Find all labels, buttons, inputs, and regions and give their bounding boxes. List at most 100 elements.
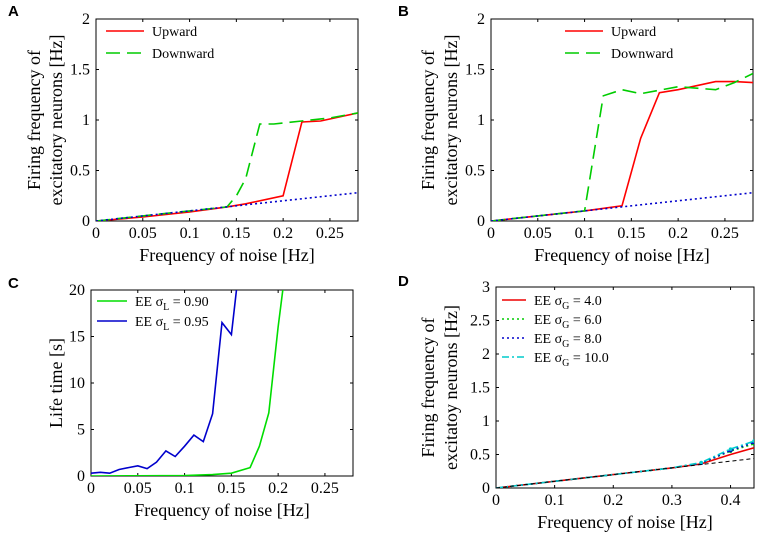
legend-label-subscript: G <box>562 301 569 312</box>
series-line-legend-1 <box>96 112 358 221</box>
legend-label-value: = 10.0 <box>569 351 608 366</box>
x-tick-label: 0.4 <box>721 492 741 509</box>
series-line-legend-2 <box>496 441 754 488</box>
legend-label: Upward <box>611 25 656 40</box>
y-axis-label: Firing frequency of <box>418 50 438 190</box>
x-axis-label: Frequency of noise [Hz] <box>134 500 309 520</box>
x-tick-label: 0.15 <box>222 225 250 242</box>
panel-c: 0 0.05 0.1 0.15 0.2 0.25 0 5 10 15 20 Frequency of … <box>8 275 354 520</box>
x-tick-label: 0.3 <box>662 492 682 509</box>
legend-label: Upward <box>152 25 197 40</box>
series-line-legend-0 <box>91 290 284 476</box>
y-tick-label: 1 <box>477 112 485 129</box>
series-line-legend-1 <box>91 290 238 475</box>
legend-label: EE σL = 0.90 <box>135 295 209 313</box>
series-line-legend-0 <box>96 112 358 221</box>
legend-label-value: = 8.0 <box>569 332 601 347</box>
y-tick-label: 15 <box>69 329 85 346</box>
legend-label: EE σG = 8.0 <box>534 332 602 350</box>
y-axis-label: excitatory neurons [Hz] <box>441 35 461 206</box>
plot-area <box>496 439 754 488</box>
legend-label-main: EE σ <box>135 315 164 330</box>
y-tick-label: 10 <box>69 375 85 392</box>
panel-letter: D <box>398 273 409 290</box>
legend-label-subscript: G <box>562 339 569 350</box>
x-axis-label: Frequency of noise [Hz] <box>534 245 709 265</box>
plot-area <box>491 72 753 221</box>
x-tick-label: 0.2 <box>268 480 288 497</box>
series-line-reference <box>496 458 754 488</box>
legend-label: EE σG = 4.0 <box>534 294 602 312</box>
legend-label-subscript: L <box>163 302 169 313</box>
legend-label-subscript: G <box>562 358 569 369</box>
legend-label-value: = 4.0 <box>569 294 601 309</box>
x-axis-label: Frequency of noise [Hz] <box>139 245 314 265</box>
panel-letter: A <box>8 3 19 20</box>
x-tick-label: 0.2 <box>273 225 293 242</box>
y-axis-label: Firing frequency of <box>418 318 438 458</box>
legend-label: Downward <box>152 47 214 62</box>
y-axis-label: Firing frequency of <box>24 50 44 190</box>
y-tick-label: 2 <box>82 11 90 28</box>
x-tick-label: 0 <box>92 225 100 242</box>
legend-label-main: EE σ <box>534 332 563 347</box>
plot-area <box>91 290 284 476</box>
y-tick-label: 1.5 <box>70 62 90 79</box>
y-tick-label: 2 <box>477 11 485 28</box>
x-tick-label: 0.25 <box>711 225 739 242</box>
x-tick-label: 0.2 <box>603 492 623 509</box>
series-line-legend-0 <box>496 447 754 488</box>
legend-label-value: = 6.0 <box>569 313 601 328</box>
y-tick-label: 3 <box>482 279 490 296</box>
y-tick-label: 0.5 <box>465 163 485 180</box>
y-tick-label: 0.5 <box>70 163 90 180</box>
y-tick-label: 1 <box>482 413 490 430</box>
series-point <box>699 460 704 465</box>
x-tick-label: 0.05 <box>129 225 157 242</box>
series-line-reference <box>491 191 753 221</box>
x-axis-label: Frequency of noise [Hz] <box>537 512 712 532</box>
x-tick-label: 0.15 <box>217 480 245 497</box>
y-tick-label: 0 <box>82 213 90 230</box>
series-line-legend-3 <box>496 440 754 488</box>
y-tick-label: 5 <box>77 422 85 439</box>
y-tick-label: 2.5 <box>470 313 490 330</box>
x-tick-label: 0.2 <box>668 225 688 242</box>
x-tick-label: 0.1 <box>180 225 200 242</box>
panel-letter: B <box>398 3 409 20</box>
legend-label-main: EE σ <box>534 351 563 366</box>
series-line-legend-1 <box>496 443 754 488</box>
legend-label: EE σL = 0.95 <box>135 315 209 333</box>
y-tick-label: 1 <box>82 112 90 129</box>
x-tick-label: 0.1 <box>575 225 595 242</box>
x-tick-label: 0 <box>87 480 95 497</box>
legend-label-main: EE σ <box>135 295 164 310</box>
series-point <box>752 439 754 443</box>
legend-label-main: EE σ <box>534 313 563 328</box>
legend-label: Downward <box>611 47 673 62</box>
series-line-legend-1 <box>491 72 753 221</box>
legend-label-value: = 0.90 <box>169 295 208 310</box>
y-tick-label: 2 <box>482 346 490 363</box>
plot-area <box>96 112 358 221</box>
x-tick-label: 0 <box>492 492 500 509</box>
series-point <box>728 447 733 451</box>
y-tick-label: 0 <box>477 213 485 230</box>
x-tick-label: 0.1 <box>175 480 195 497</box>
y-axis-label: Life time [s] <box>46 338 66 428</box>
x-tick-label: 0.05 <box>124 480 152 497</box>
panel-b: 0 0.05 0.1 0.15 0.2 0.25 0 0.5 1 1.5 2 Frequency of… <box>398 3 754 265</box>
y-axis-label: excitatoy neurons [Hz] <box>441 305 461 470</box>
x-tick-label: 0.25 <box>311 480 339 497</box>
x-tick-label: 0.25 <box>316 225 344 242</box>
panel-d: 0 0.1 0.2 0.3 0.4 0 0.5 1 1.5 2 2.5 3 Frequency of n… <box>398 273 755 532</box>
panel-letter: C <box>8 275 19 292</box>
legend-label: EE σG = 10.0 <box>534 351 609 369</box>
plot-frame <box>90 289 354 477</box>
legend-label: EE σG = 6.0 <box>534 313 602 331</box>
series-line-legend-0 <box>491 80 753 221</box>
x-tick-label: 0.15 <box>617 225 645 242</box>
x-tick-label: 0.1 <box>545 492 565 509</box>
y-tick-label: 20 <box>69 282 85 299</box>
